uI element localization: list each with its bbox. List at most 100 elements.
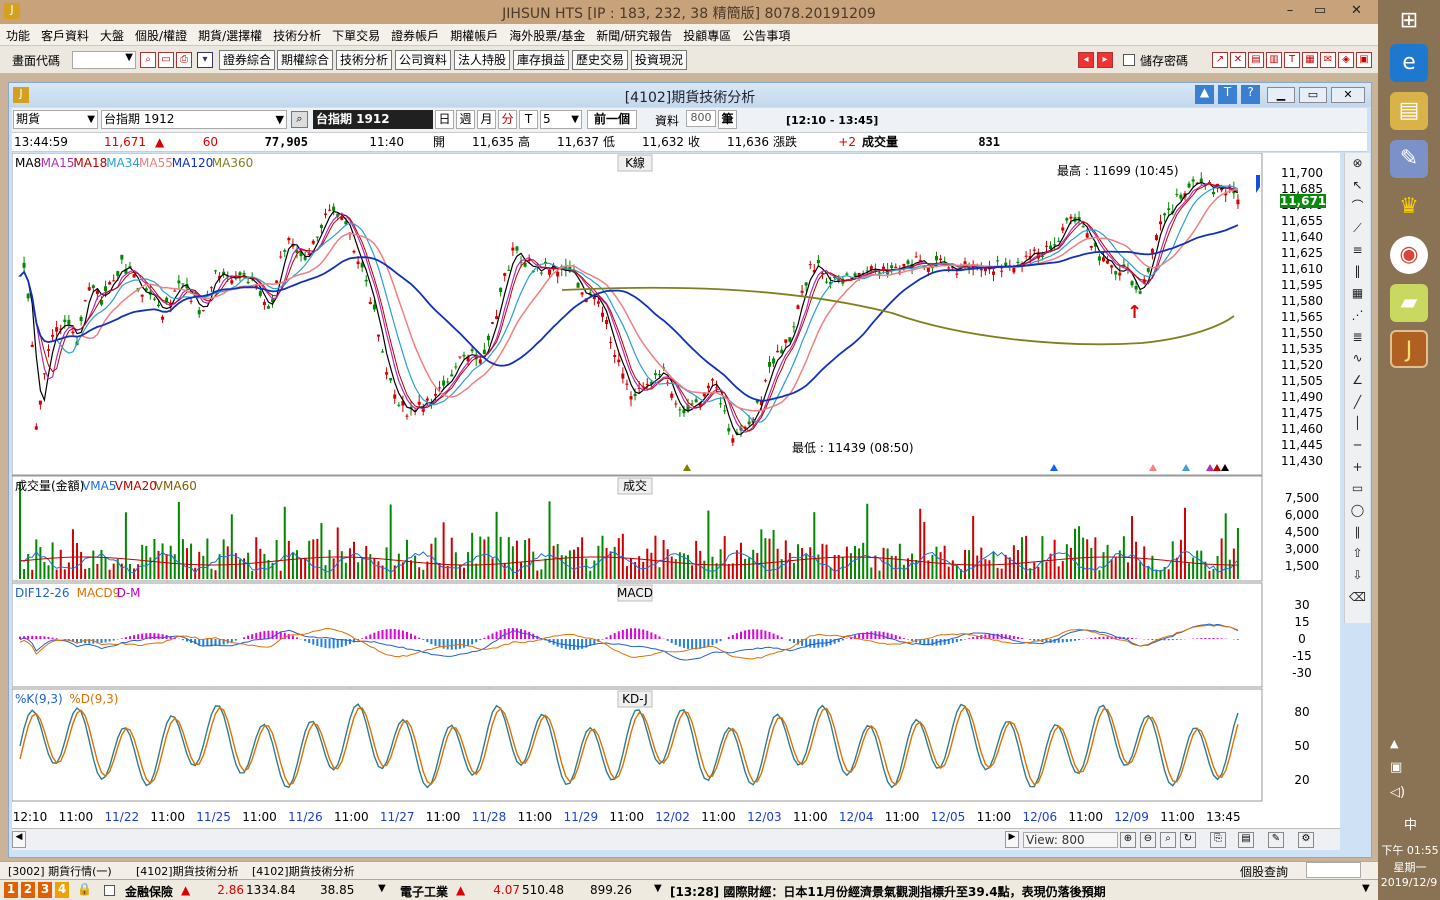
menu-item-advisory[interactable]: 投顧專區: [683, 29, 732, 43]
maximize-button[interactable]: ▭: [1313, 3, 1327, 18]
next-icon[interactable]: ▸: [1097, 52, 1113, 68]
settings-icon[interactable]: ⚙: [1298, 832, 1314, 848]
cursor-icon[interactable]: ↖: [1352, 177, 1363, 192]
wave-icon[interactable]: ∿: [1352, 351, 1363, 366]
close-circle-icon[interactable]: ⊗: [1352, 156, 1363, 170]
eraser-icon[interactable]: ⌫: [1349, 589, 1366, 604]
period-tick[interactable]: T: [519, 110, 538, 129]
menu-item-function[interactable]: 功能: [6, 29, 31, 43]
trendline-icon[interactable]: ⟋: [1353, 221, 1362, 236]
chart-area[interactable]: ↑ MA8 MA15 MA18 MA34 MA55 MA120 MA360 K線 成交量(金額)…: [11, 152, 1340, 828]
dropdown-icon[interactable]: ▾: [197, 52, 213, 68]
arrow-up-icon[interactable]: ▲: [1195, 85, 1214, 104]
hatch-icon[interactable]: ▦: [1351, 286, 1364, 301]
window-icon[interactable]: ▭: [158, 52, 174, 68]
unit-button[interactable]: 筆: [718, 110, 737, 129]
tool-icon-1[interactable]: ↗: [1212, 52, 1228, 68]
pen-icon[interactable]: ✎: [1268, 832, 1284, 848]
rectangle-icon[interactable]: ▭: [1351, 481, 1364, 496]
zoom-in-icon[interactable]: ⊕: [1120, 832, 1136, 848]
search-icon[interactable]: ⌕: [140, 52, 156, 68]
scroll-left-button[interactable]: ◀: [12, 831, 26, 848]
arrow-up-tool-icon[interactable]: ⇧: [1352, 546, 1363, 561]
menu-item-order[interactable]: 下單交易: [332, 29, 381, 43]
menu-item-technical[interactable]: 技術分析: [273, 29, 322, 43]
tool-icon-7[interactable]: ✉: [1320, 52, 1336, 68]
prev-button[interactable]: 前一個: [587, 110, 637, 129]
menu-item-announcements[interactable]: 公告事項: [742, 29, 791, 43]
page-1[interactable]: 1: [4, 882, 18, 898]
crown-app-icon[interactable]: ♛: [1399, 194, 1419, 219]
tool-icon-6[interactable]: ▦: [1302, 52, 1318, 68]
btn-company-data[interactable]: 公司資料: [395, 50, 452, 70]
help-icon[interactable]: ?: [1241, 85, 1260, 104]
fib-icon[interactable]: ≣: [1352, 329, 1363, 344]
ime-indicator[interactable]: 中: [1404, 818, 1418, 833]
tool-icon-4[interactable]: ▥: [1266, 52, 1282, 68]
vline-icon[interactable]: │: [1353, 416, 1362, 431]
menu-item-market[interactable]: 大盤: [100, 29, 125, 43]
period-week[interactable]: 週: [456, 110, 475, 129]
text-icon[interactable]: T: [1218, 85, 1237, 104]
period-minute[interactable]: 分: [498, 110, 517, 129]
page-2[interactable]: 2: [21, 882, 35, 898]
ie-icon[interactable]: e: [1390, 44, 1428, 82]
network-icon[interactable]: ▣: [1390, 760, 1403, 775]
page-3[interactable]: 3: [38, 882, 52, 898]
ellipse-icon[interactable]: ◯: [1350, 503, 1365, 517]
btn-securities-summary[interactable]: 證券綜合: [219, 50, 276, 70]
tab-tech-analysis-2[interactable]: [4102]期貨技術分析: [252, 865, 355, 878]
vertical-lines-icon[interactable]: ‖: [1354, 264, 1361, 279]
btn-history-trades[interactable]: 歷史交易: [572, 50, 629, 70]
zoom-out-icon[interactable]: ⊖: [1140, 832, 1156, 848]
minimize-button[interactable]: –: [1286, 3, 1294, 18]
quote-lookup-input[interactable]: [1306, 862, 1361, 878]
elec-dropdown-icon[interactable]: ▼: [654, 883, 662, 894]
child-close-button[interactable]: ✕: [1331, 87, 1365, 103]
btn-institutional[interactable]: 法人持股: [454, 50, 511, 70]
menu-item-overseas[interactable]: 海外股票/基金: [509, 29, 586, 43]
btn-options-summary[interactable]: 期權綜合: [277, 50, 334, 70]
save-password-checkbox[interactable]: [1123, 54, 1135, 66]
view-count-input[interactable]: View: 800: [1023, 832, 1118, 848]
menu-item-stocks[interactable]: 個股/權證: [135, 29, 188, 43]
export-icon[interactable]: ⎘: [1210, 832, 1226, 848]
prev-icon[interactable]: ◂: [1078, 52, 1094, 68]
channel-icon[interactable]: ≡: [1352, 242, 1363, 257]
tab-tech-analysis-1[interactable]: [4102]期貨技術分析: [136, 865, 239, 878]
news-dropdown-icon[interactable]: ▼: [1362, 883, 1370, 894]
paint-icon[interactable]: ✎: [1390, 140, 1428, 178]
period-month[interactable]: 月: [477, 110, 496, 129]
data-count-input[interactable]: 800: [686, 110, 716, 127]
btn-inventory-pnl[interactable]: 庫存損益: [513, 50, 570, 70]
refresh-icon[interactable]: ↻: [1180, 832, 1196, 848]
close-button[interactable]: ✕: [1351, 3, 1362, 18]
menu-item-news[interactable]: 新聞/研究報告: [596, 29, 673, 43]
tool-icon-5[interactable]: T: [1284, 52, 1300, 68]
arc-icon[interactable]: ⌒: [1351, 199, 1364, 214]
print-icon[interactable]: ⎙: [176, 52, 192, 68]
crosshair-icon[interactable]: +: [1352, 459, 1363, 474]
clock-time[interactable]: 下午 01:55: [1381, 844, 1439, 857]
child-restore-button[interactable]: ▭: [1299, 87, 1327, 103]
file-explorer-icon[interactable]: ▤: [1390, 92, 1428, 130]
btn-investment-status[interactable]: 投資現況: [631, 50, 688, 70]
period-day[interactable]: 日: [435, 110, 454, 129]
angle-icon[interactable]: ∠: [1352, 372, 1363, 387]
magnify-icon[interactable]: ⌕: [1160, 832, 1176, 848]
tab-futures-quote[interactable]: [3002] 期貨行情(一): [8, 865, 112, 878]
news-ticker[interactable]: [13:28] 國際財經：日本11月份經濟景氣觀測指標升至39.4點，表現仍落後…: [670, 885, 1106, 899]
tool-icon-9[interactable]: ▣: [1356, 52, 1372, 68]
tool-icon-2[interactable]: ✕: [1230, 52, 1246, 68]
lock-icon[interactable]: 🔒: [77, 882, 92, 896]
jihsun-app-icon[interactable]: J: [1390, 330, 1428, 368]
interval-select[interactable]: 5 ▼: [540, 110, 582, 129]
child-minimize-button[interactable]: ▁: [1267, 87, 1295, 103]
volume-icon[interactable]: ◁): [1390, 785, 1406, 800]
menu-item-customer[interactable]: 客戶資料: [41, 29, 90, 43]
arrow-down-tool-icon[interactable]: ⇩: [1352, 568, 1363, 583]
layout-icon[interactable]: ▤: [1238, 832, 1254, 848]
chart-scrollbar[interactable]: ◀ ▶ View: 800 ⊕ ⊖ ⌕ ↻ ⎘ ▤ ✎ ⚙: [12, 828, 1340, 850]
menu-item-futures-account[interactable]: 期權帳戶: [450, 29, 499, 43]
